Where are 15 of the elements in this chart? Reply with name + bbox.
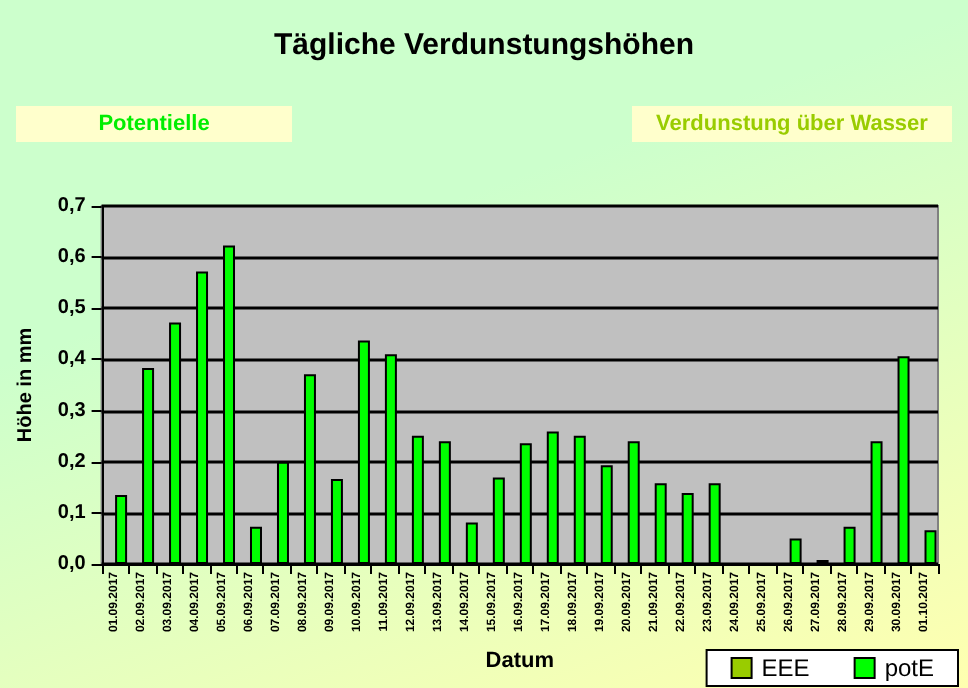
y-axis-title: Höhe in mm — [15, 327, 37, 443]
chart-title: Tägliche Verdunstungshöhen — [273, 28, 695, 62]
y-tick-label: 0,1 — [57, 501, 87, 524]
legend-label: EEE — [761, 654, 810, 682]
legend-label: potE — [884, 654, 934, 682]
y-tick-label: 0,4 — [57, 348, 87, 371]
y-tick-label: 0,2 — [57, 450, 87, 473]
x-axis-title: Datum — [485, 649, 555, 673]
y-tick-label: 0,0 — [57, 553, 87, 575]
y-tick-label: 0,7 — [57, 195, 87, 217]
y-tick-label: 0,5 — [57, 297, 87, 320]
text: Potentielle — [98, 112, 210, 136]
y-tick-label: 0,6 — [57, 246, 87, 269]
text: Verdunstung über Wasser — [656, 112, 930, 136]
y-tick-label: 0,3 — [57, 399, 87, 422]
